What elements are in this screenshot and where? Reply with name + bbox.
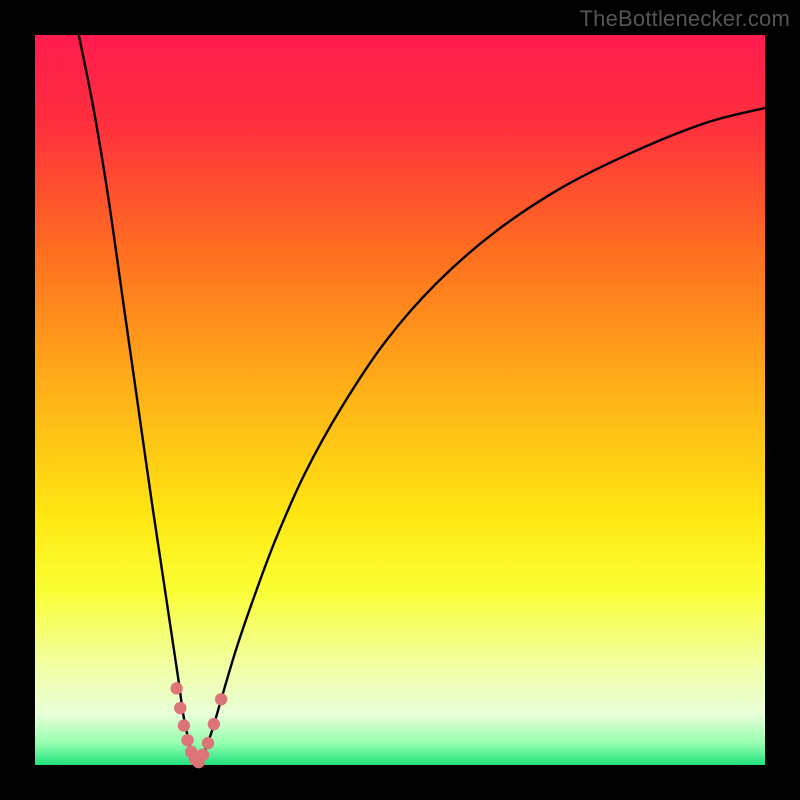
trough-marker [181, 734, 193, 746]
trough-marker [170, 682, 182, 694]
trough-marker [208, 718, 220, 730]
trough-marker [174, 702, 186, 714]
bottleneck-chart [0, 0, 800, 800]
trough-marker [215, 693, 227, 705]
trough-marker [178, 719, 190, 731]
watermark-text: TheBottlenecker.com [580, 6, 790, 32]
plot-background [35, 35, 765, 765]
trough-marker [202, 737, 214, 749]
trough-marker [197, 749, 209, 761]
